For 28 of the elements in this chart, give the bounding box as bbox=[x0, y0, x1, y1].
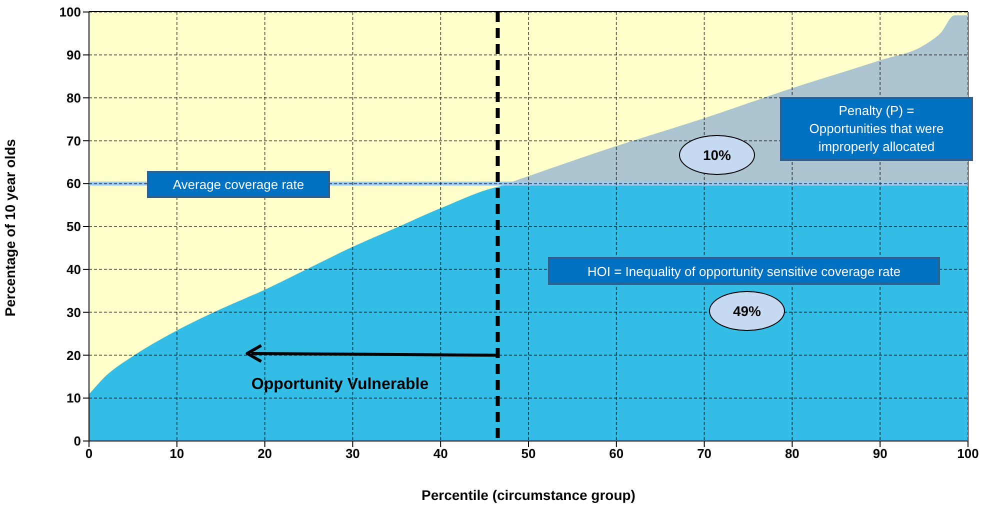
label-box: Penalty (P) = Opportunities that were improperly allocated bbox=[780, 97, 973, 161]
y-tick-label: 100 bbox=[59, 4, 81, 20]
y-tick-label: 60 bbox=[66, 176, 81, 192]
y-axis-title: Percentage of 10 year olds bbox=[2, 138, 18, 316]
y-tick-label: 50 bbox=[66, 219, 81, 234]
y-tick-label: 10 bbox=[66, 390, 81, 406]
y-tick-label: 80 bbox=[66, 90, 81, 106]
x-tick-label: 100 bbox=[957, 446, 979, 462]
x-tick-label: 60 bbox=[609, 446, 624, 462]
x-tick-label: 30 bbox=[345, 446, 360, 462]
y-tick-label: 40 bbox=[66, 262, 81, 278]
x-tick-label: 0 bbox=[85, 446, 93, 462]
x-tick-label: 40 bbox=[433, 446, 448, 462]
annotation: Opportunity Vulnerable bbox=[250, 376, 430, 394]
x-tick-label: 50 bbox=[521, 446, 536, 462]
x-tick-label: 80 bbox=[784, 446, 800, 462]
x-axis-title: Percentile (circumstance group) bbox=[422, 487, 636, 503]
x-tick-label: 20 bbox=[258, 446, 272, 462]
y-tick-label: 30 bbox=[66, 304, 81, 320]
y-tick-label: 70 bbox=[66, 133, 81, 148]
x-tick-label: 70 bbox=[697, 446, 712, 462]
label-box: Average coverage rate bbox=[147, 170, 330, 198]
x-tick-label: 10 bbox=[170, 446, 184, 462]
y-tick-label: 20 bbox=[66, 348, 81, 363]
y-tick-label: 0 bbox=[74, 434, 81, 449]
x-tick-label: 90 bbox=[872, 446, 888, 462]
y-tick-label: 90 bbox=[66, 48, 81, 63]
label-box: HOI = Inequality of opportunity sensitive coverage rate bbox=[548, 257, 940, 285]
